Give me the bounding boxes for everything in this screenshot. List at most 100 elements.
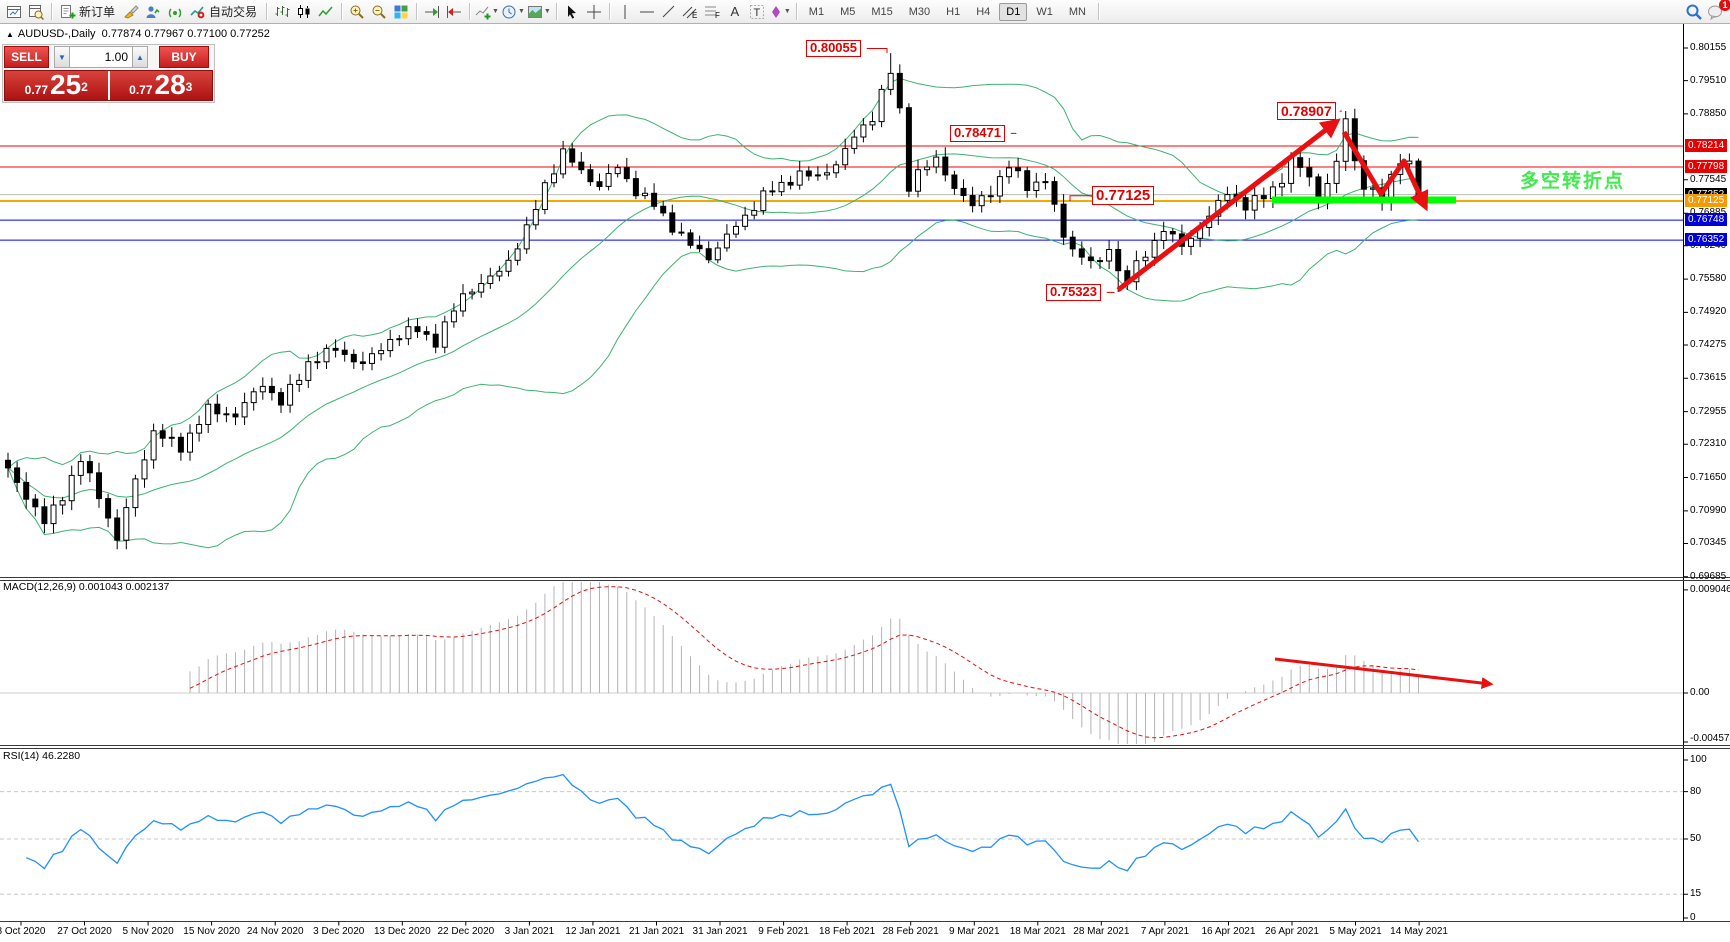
new-order-label[interactable]: 新订单 xyxy=(79,5,116,19)
candle-bearish xyxy=(1087,256,1094,262)
signals-icon[interactable] xyxy=(165,2,185,22)
notification-count-badge: 1 xyxy=(1719,0,1730,11)
trend-arrow[interactable] xyxy=(1341,130,1429,212)
cursor-icon[interactable] xyxy=(562,2,582,22)
text-tool-icon[interactable]: A xyxy=(730,4,740,19)
text-label-tool-icon[interactable]: T xyxy=(747,2,767,22)
candle-bullish xyxy=(150,430,157,461)
sell-button[interactable]: SELL xyxy=(4,46,49,68)
styler-icon[interactable] xyxy=(121,2,141,22)
candle-bullish xyxy=(168,436,175,439)
volume-decrease-button[interactable]: ▼ xyxy=(54,46,70,68)
candle-bullish xyxy=(1279,182,1285,188)
channel-letter: E xyxy=(692,11,697,20)
axis-ticks xyxy=(20,47,1688,926)
timeframe-button-m5[interactable]: M5 xyxy=(840,5,856,18)
candle-bearish xyxy=(1260,195,1267,200)
candle-bearish xyxy=(1051,181,1058,205)
candle-bearish xyxy=(696,244,703,250)
callout-line xyxy=(866,48,888,54)
channel-tool-icon[interactable]: E xyxy=(681,2,701,22)
candle-bearish xyxy=(159,430,166,439)
candlestick-chart-icon[interactable] xyxy=(294,2,314,22)
candle-bullish xyxy=(541,182,548,210)
vertical-line-tool-icon[interactable] xyxy=(615,2,635,22)
rsi-line xyxy=(25,773,1420,872)
timeframe-button-d1[interactable]: D1 xyxy=(999,2,1028,21)
notifications-icon[interactable]: 1 xyxy=(1706,0,1730,22)
chart-shift-icon[interactable] xyxy=(444,2,464,22)
candle-bearish xyxy=(596,181,603,187)
candle-bearish xyxy=(332,347,339,351)
crosshair-icon[interactable] xyxy=(584,2,604,22)
rsi-plot xyxy=(0,773,1683,895)
arrows-tool-icon[interactable]: ▼ xyxy=(769,2,791,22)
timeframe-button-m30[interactable]: M30 xyxy=(908,5,931,18)
candle-bearish xyxy=(1351,118,1358,162)
timeframe-button-h1[interactable]: H1 xyxy=(946,5,961,18)
buy-button[interactable]: BUY xyxy=(159,46,209,68)
horizontal-line-tool-icon[interactable] xyxy=(637,2,657,22)
candle-bearish xyxy=(41,506,48,525)
zoom-in-icon[interactable] xyxy=(347,2,367,22)
templates-icon[interactable]: ▼ xyxy=(527,2,551,22)
candle-bearish xyxy=(587,169,594,183)
timeframe-button-m15[interactable]: M15 xyxy=(871,5,893,18)
chart-window-icon[interactable] xyxy=(4,2,24,22)
candle-bearish xyxy=(86,461,93,474)
candle-bullish xyxy=(723,233,730,249)
pivot-highlight-line[interactable] xyxy=(1272,196,1456,204)
indicators-icon[interactable]: ▼ xyxy=(475,2,499,22)
candle-bearish xyxy=(960,187,967,196)
sell-price-prefix: 0.77 xyxy=(24,83,48,97)
buy-price[interactable]: 0.77 28 3 xyxy=(110,71,213,100)
sell-price[interactable]: 0.77 25 2 xyxy=(5,71,108,100)
candle-bullish xyxy=(560,148,567,175)
volume-increase-button[interactable]: ▲ xyxy=(132,46,148,68)
macd-trend-arrow[interactable] xyxy=(1274,657,1494,689)
auto-scroll-icon[interactable] xyxy=(422,2,442,22)
timeframe-button-w1[interactable]: W1 xyxy=(1036,5,1053,18)
candle-bullish xyxy=(50,504,57,525)
zoom-out-icon[interactable] xyxy=(369,2,389,22)
pivot-annotation-text: 多空转折点 xyxy=(1520,171,1626,192)
candle-bullish xyxy=(369,353,375,364)
data-window-icon[interactable] xyxy=(26,2,46,22)
candle-bullish xyxy=(141,459,148,480)
trendline-tool-icon[interactable] xyxy=(659,2,679,22)
candle-bearish xyxy=(805,170,812,177)
periods-icon[interactable]: ▼ xyxy=(501,2,525,22)
candle-bullish xyxy=(405,326,412,340)
toolbar-separator xyxy=(266,3,268,20)
timeframe-button-h4[interactable]: H4 xyxy=(976,5,991,18)
line-chart-icon[interactable] xyxy=(316,2,336,22)
candle-bearish xyxy=(214,403,221,415)
trend-arrow[interactable] xyxy=(1116,118,1341,292)
timeframe-button-mn[interactable]: MN xyxy=(1068,5,1086,18)
autotrading-icon[interactable] xyxy=(187,2,207,22)
candle-bearish xyxy=(1115,249,1122,272)
candle-bullish xyxy=(915,169,921,192)
candle-bearish xyxy=(969,195,976,207)
market-watch-icon[interactable] xyxy=(143,2,163,22)
tile-windows-icon[interactable] xyxy=(391,2,411,22)
candle-bullish xyxy=(887,72,894,90)
new-order-icon[interactable] xyxy=(57,2,77,22)
candle-bullish xyxy=(924,166,931,171)
bar-chart-icon[interactable] xyxy=(272,2,292,22)
autotrading-label[interactable]: 自动交易 xyxy=(209,5,258,19)
toolbar-separator xyxy=(608,3,610,20)
candle-bearish xyxy=(905,107,912,192)
volume-input[interactable] xyxy=(70,46,132,68)
candle-bearish xyxy=(14,467,21,483)
candle-bullish xyxy=(496,270,503,277)
candle-bearish xyxy=(705,248,712,261)
fibonacci-tool-icon[interactable]: F xyxy=(703,2,723,22)
candle-bullish xyxy=(1251,195,1258,211)
candle-bearish xyxy=(177,436,184,453)
timeframe-button-m1[interactable]: M1 xyxy=(808,5,825,18)
candle-bullish xyxy=(733,225,739,235)
search-icon[interactable] xyxy=(1684,2,1704,22)
collapse-icon[interactable]: ▲ xyxy=(6,30,14,39)
